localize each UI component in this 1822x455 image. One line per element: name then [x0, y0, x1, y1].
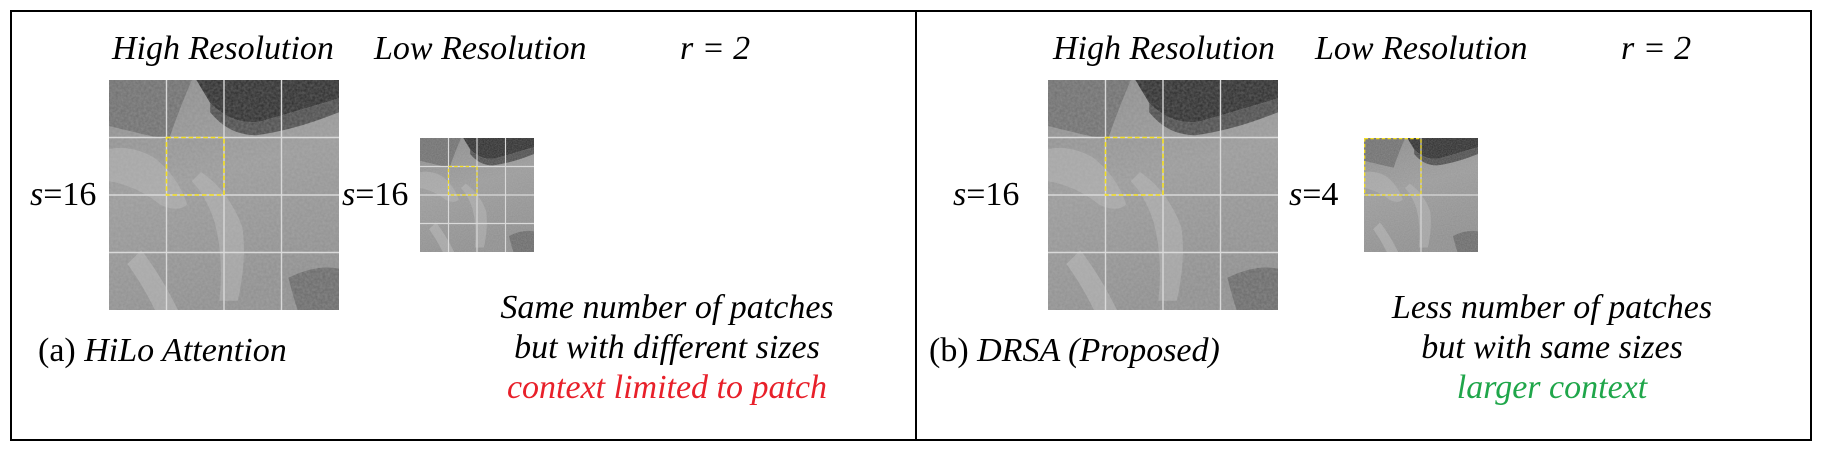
panel-a-caption: (a) HiLo Attention — [38, 332, 287, 369]
panel-hilo-attention: High Resolution Low Resolution r = 2 s=1… — [10, 10, 917, 441]
high-res-highlight-patch — [1104, 136, 1164, 196]
panel-a-note: Same number of patches but with differen… — [432, 288, 902, 408]
panel-a-note-line3: context limited to patch — [506, 369, 828, 406]
low-res-highlight-patch — [447, 165, 478, 196]
header-high-resolution: High Resolution — [112, 30, 334, 67]
high-res-window-size-label: s=16 — [30, 176, 97, 213]
low-res-window-size-label: s=4 — [1289, 176, 1339, 213]
panel-b-note-line3: larger context — [1456, 369, 1648, 406]
panel-b-note-line2: but with same sizes — [1421, 329, 1683, 366]
low-res-xray-image — [1364, 138, 1478, 252]
high-res-xray-image — [1048, 80, 1278, 310]
high-res-highlight-patch — [165, 136, 225, 196]
high-res-xray-image — [109, 80, 339, 310]
panel-a-note-line1: Same number of patches — [500, 289, 834, 326]
low-res-highlight-patch — [1364, 138, 1422, 196]
panel-b-note-line1: Less number of patches — [1391, 289, 1713, 326]
low-res-window-size-label: s=16 — [342, 176, 409, 213]
low-res-xray-image — [420, 138, 534, 252]
panel-a-note-line2: but with different sizes — [514, 329, 820, 366]
header-low-resolution: Low Resolution — [374, 30, 587, 67]
panel-b-caption: (b) DRSA (Proposed) — [929, 332, 1220, 369]
header-ratio: r = 2 — [1621, 30, 1692, 67]
header-ratio: r = 2 — [680, 30, 751, 67]
panel-drsa-proposed: High Resolution Low Resolution r = 2 s=1… — [915, 10, 1812, 441]
header-low-resolution: Low Resolution — [1315, 30, 1528, 67]
header-high-resolution: High Resolution — [1053, 30, 1275, 67]
high-res-window-size-label: s=16 — [953, 176, 1020, 213]
panel-b-note: Less number of patches but with same siz… — [1317, 288, 1787, 408]
